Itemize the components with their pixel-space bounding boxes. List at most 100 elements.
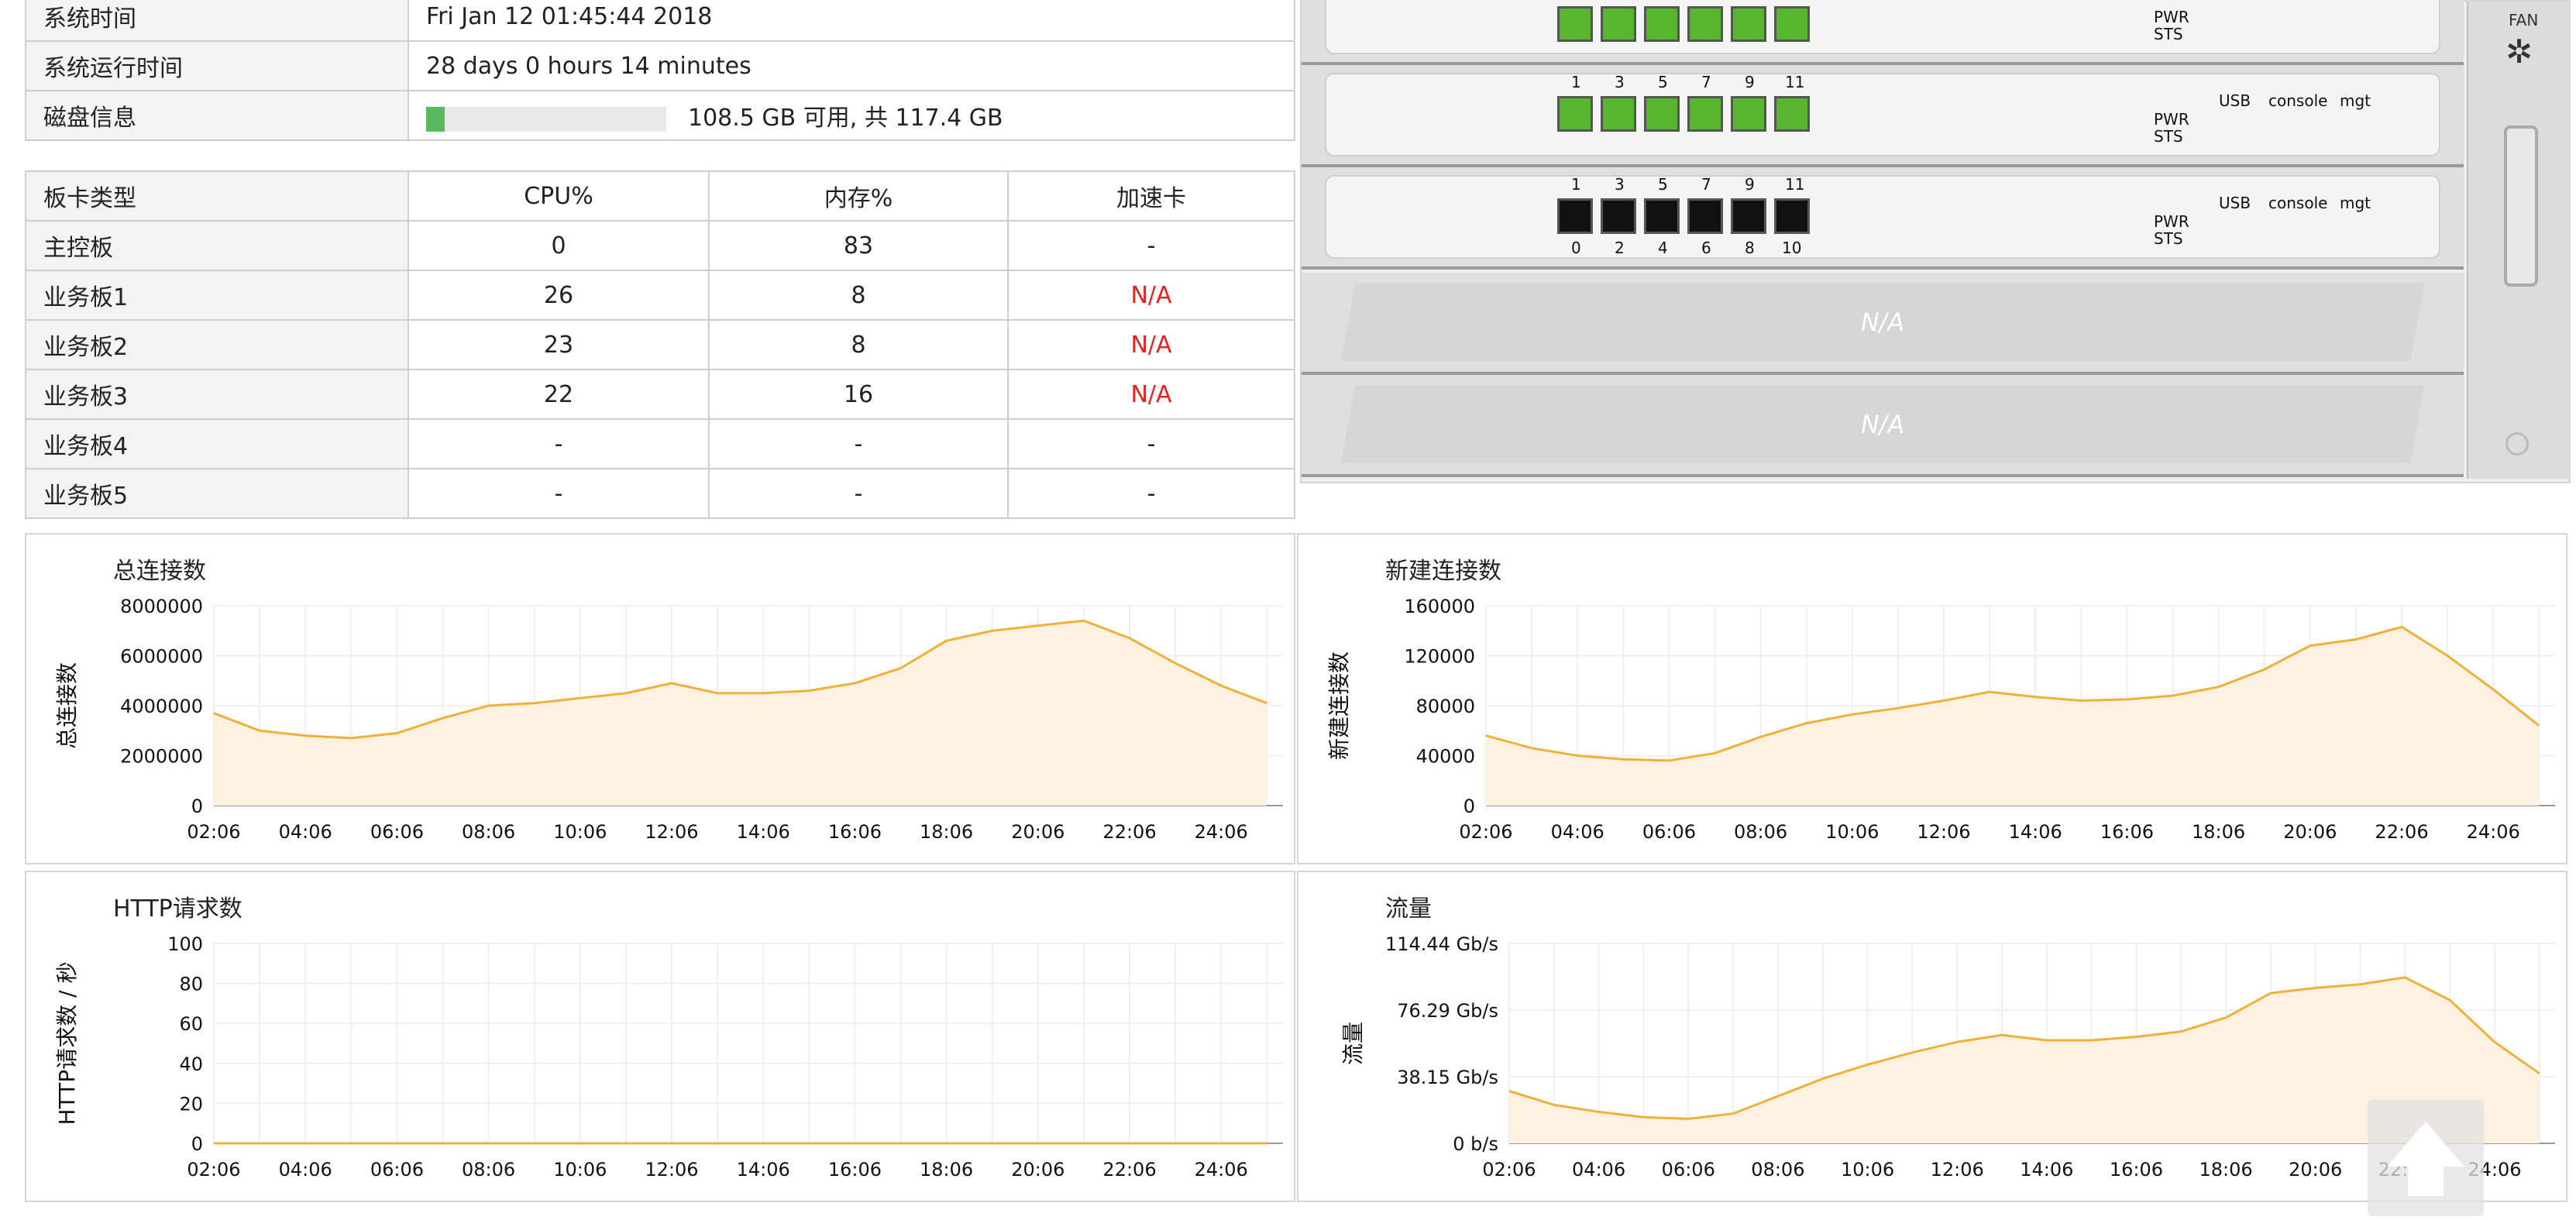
port[interactable] (1601, 96, 1636, 132)
board-name: 主控板 (25, 220, 409, 271)
port[interactable] (1731, 96, 1766, 132)
device-chassis: PWR STS 1 3 5 7 9 11 PWR STS USB console… (1300, 0, 2571, 483)
port[interactable] (1644, 198, 1680, 234)
series-area (1509, 977, 2540, 1143)
port[interactable] (1774, 198, 1810, 234)
scroll-to-top-button[interactable] (2368, 1100, 2484, 1216)
cpu-value: 22 (408, 369, 710, 420)
fan-label: FAN (2509, 11, 2539, 29)
system-info-table: 系统时间 Fri Jan 12 01:45:44 2018 系统运行时间 28 … (25, 0, 1295, 141)
x-tick-label: 06:06 (1662, 1159, 1715, 1180)
series-area (1486, 627, 2540, 806)
y-tick-label: 2000000 (120, 746, 203, 768)
fan-icon: ✲ (2505, 33, 2533, 70)
uptime-value: 28 days 0 hours 14 minutes (408, 40, 1295, 91)
x-tick-label: 10:06 (553, 821, 607, 843)
x-tick-label: 02:06 (1482, 1159, 1536, 1180)
chart-title: 新建连接数 (1385, 558, 1501, 585)
port[interactable] (1687, 96, 1723, 132)
table-row: 业务板1 26 8 N/A (25, 270, 1295, 321)
port-group (1557, 96, 1818, 135)
port[interactable] (1557, 96, 1593, 132)
table-row: 主控板 0 83 - (25, 220, 1295, 271)
x-tick-label: 12:06 (1931, 1159, 1984, 1180)
y-axis-label: 新建连接数 (1326, 651, 1352, 760)
table-row: 业务板4 - - - (25, 418, 1295, 469)
x-tick-label: 12:06 (645, 1159, 698, 1180)
port[interactable] (1774, 96, 1810, 132)
console-label: console (2268, 194, 2328, 212)
x-tick-label: 02:06 (187, 1159, 240, 1180)
mgt-label: mgt (2340, 194, 2371, 212)
port-number: 1 (1571, 175, 1581, 194)
disk-info-cell: 108.5 GB 可用, 共 117.4 GB (408, 90, 1295, 141)
system-time-label: 系统时间 (25, 0, 409, 42)
board-slot-4[interactable]: N/A (1302, 273, 2464, 375)
empty-slot-label: N/A (1341, 284, 2424, 361)
port[interactable] (1687, 198, 1723, 234)
disk-usage-fill (426, 106, 445, 132)
x-tick-label: 02:06 (187, 821, 240, 843)
y-tick-label: 4000000 (120, 696, 203, 717)
x-tick-label: 20:06 (1011, 1159, 1064, 1180)
board-slot-2[interactable]: 1 3 5 7 9 11 PWR STS USB console mgt (1302, 65, 2464, 167)
port[interactable] (1731, 198, 1766, 234)
uptime-label: 系统运行时间 (25, 40, 409, 91)
accelerator-value: - (1007, 468, 1295, 519)
x-tick-label: 08:06 (1734, 821, 1787, 843)
y-tick-label: 8000000 (120, 596, 203, 617)
col-header-cpu: CPU% (408, 170, 710, 222)
board-slot-1[interactable]: PWR STS (1302, 0, 2464, 65)
x-tick-label: 24:06 (2467, 821, 2520, 843)
port[interactable] (1601, 198, 1636, 234)
y-tick-label: 38.15 Gb/s (1397, 1067, 1498, 1088)
port[interactable] (1557, 198, 1593, 234)
chart-svg: 114.44 Gb/s 76.29 Gb/s 38.15 Gb/s 0 b/s 02:0… (1340, 933, 2555, 1180)
disk-info-label: 磁盘信息 (25, 90, 409, 141)
col-header-memory: 内存% (708, 170, 1009, 222)
board-name: 业务板2 (25, 319, 409, 370)
table-row: 业务板5 - - - (25, 468, 1295, 519)
x-tick-label: 22:06 (1102, 821, 1156, 843)
x-tick-label: 18:06 (920, 1159, 973, 1180)
pwr-label: PWR (2154, 110, 2189, 129)
console-label: console (2268, 91, 2328, 110)
y-tick-label: 0 (191, 1133, 203, 1155)
cpu-value: 26 (408, 270, 710, 321)
port-number: 5 (1658, 175, 1668, 194)
board-slot-3[interactable]: 1 3 5 7 9 11 0 2 4 6 8 10 PWR STS USB co… (1302, 167, 2464, 270)
table-row: 业务板3 22 16 N/A (25, 369, 1295, 420)
board-name: 业务板4 (25, 418, 409, 469)
y-tick-label: 80 (179, 974, 203, 995)
port-number: 8 (1745, 239, 1755, 257)
board-name: 业务板5 (25, 468, 409, 519)
y-tick-label: 76.29 Gb/s (1397, 1000, 1498, 1022)
x-tick-label: 20:06 (1011, 821, 1064, 843)
screw-icon (2505, 432, 2529, 455)
x-tick-label: 14:06 (737, 1159, 790, 1180)
fan-module[interactable]: FAN ✲ (2467, 2, 2571, 479)
accelerator-value: N/A (1007, 369, 1295, 420)
usb-label: USB (2219, 91, 2251, 110)
y-tick-label: 114.44 Gb/s (1385, 933, 1498, 955)
table-row: 磁盘信息 108.5 GB 可用, 共 117.4 GB (25, 90, 1295, 141)
fan-handle-icon (2504, 125, 2538, 287)
x-tick-label: 16:06 (2100, 821, 2154, 843)
chart-svg: 8000000 6000000 4000000 2000000 0 02:06 04:06 0… (54, 596, 1283, 843)
chart-new-connections: 新建连接数 160000 120000 80000 40000 0 02:06 04:06 0… (1297, 533, 2567, 864)
y-tick-label: 60 (179, 1013, 203, 1035)
y-tick-label: 20 (179, 1093, 203, 1115)
port[interactable] (1644, 96, 1680, 132)
col-header-board-type: 板卡类型 (25, 170, 409, 222)
disk-info-value: 108.5 GB 可用, 共 117.4 GB (688, 105, 1003, 132)
accelerator-value: - (1007, 418, 1295, 469)
x-tick-label: 06:06 (1642, 821, 1696, 843)
x-tick-label: 24:06 (1195, 821, 1248, 843)
port-number: 2 (1615, 239, 1625, 257)
port-number: 4 (1658, 239, 1668, 257)
board-slot-5[interactable]: N/A (1302, 375, 2464, 477)
status-panel: 系统时间 Fri Jan 12 01:45:44 2018 系统运行时间 28 … (25, 0, 1295, 531)
x-tick-label: 22:06 (2375, 821, 2428, 843)
chart-http-requests: HTTP请求数 100 80 60 40 20 0 02:06 04:06 06:06 08:06… (25, 871, 1295, 1202)
series-area (214, 620, 1267, 806)
